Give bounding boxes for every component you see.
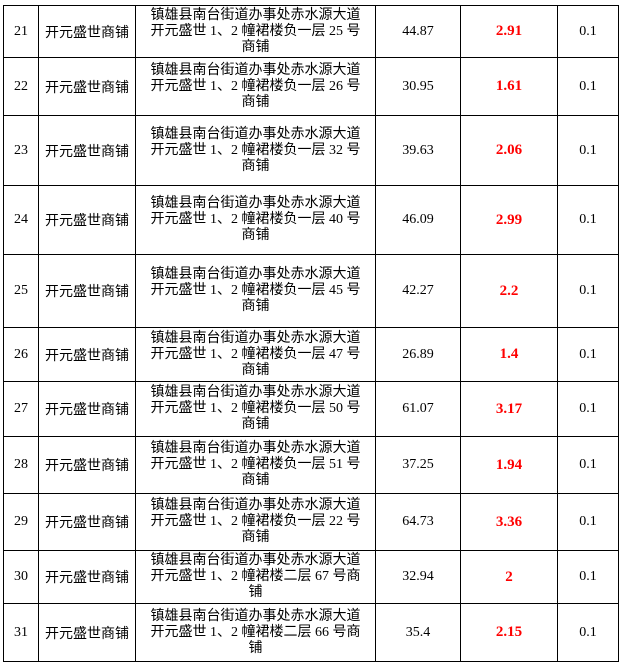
cell-shop-name: 开元盛世商铺 <box>38 57 136 116</box>
cell-rate: 0.1 <box>557 550 619 604</box>
cell-rate: 0.1 <box>557 436 619 494</box>
table-row: 25 开元盛世商铺 镇雄县南台街道办事处赤水源大道开元盛世 1、2 幢裙楼负一层… <box>3 254 619 328</box>
cell-area: 39.63 <box>375 115 461 186</box>
cell-address: 镇雄县南台街道办事处赤水源大道开元盛世 1、2 幢裙楼负一层 51 号商铺 <box>135 436 376 494</box>
cell-address: 镇雄县南台街道办事处赤水源大道开元盛世 1、2 幢裙楼负一层 22 号商铺 <box>135 493 376 551</box>
cell-shop-name: 开元盛世商铺 <box>38 550 136 604</box>
cell-row-number: 30 <box>3 550 39 604</box>
cell-address: 镇雄县南台街道办事处赤水源大道开元盛世 1、2 幢裙楼负一层 47 号商铺 <box>135 327 376 382</box>
table-row: 24 开元盛世商铺 镇雄县南台街道办事处赤水源大道开元盛世 1、2 幢裙楼负一层… <box>3 185 619 255</box>
cell-row-number: 24 <box>3 185 39 255</box>
table-row: 28 开元盛世商铺 镇雄县南台街道办事处赤水源大道开元盛世 1、2 幢裙楼负一层… <box>3 436 619 494</box>
cell-rate: 0.1 <box>557 254 619 328</box>
cell-rate: 0.1 <box>557 493 619 551</box>
cell-row-number: 28 <box>3 436 39 494</box>
table-row: 29 开元盛世商铺 镇雄县南台街道办事处赤水源大道开元盛世 1、2 幢裙楼负一层… <box>3 493 619 551</box>
cell-value-red: 3.36 <box>460 493 558 551</box>
cell-value-red: 2.91 <box>460 5 558 58</box>
cell-area: 37.25 <box>375 436 461 494</box>
cell-shop-name: 开元盛世商铺 <box>38 603 136 662</box>
cell-value-red: 2.15 <box>460 603 558 662</box>
cell-rate: 0.1 <box>557 5 619 58</box>
cell-area: 26.89 <box>375 327 461 382</box>
table-row: 22 开元盛世商铺 镇雄县南台街道办事处赤水源大道开元盛世 1、2 幢裙楼负一层… <box>3 57 619 116</box>
cell-row-number: 29 <box>3 493 39 551</box>
cell-area: 61.07 <box>375 381 461 437</box>
cell-address: 镇雄县南台街道办事处赤水源大道开元盛世 1、2 幢裙楼负一层 32 号商铺 <box>135 115 376 186</box>
document-sheet: 21 开元盛世商铺 镇雄县南台街道办事处赤水源大道开元盛世 1、2 幢裙楼负一层… <box>3 5 619 662</box>
cell-shop-name: 开元盛世商铺 <box>38 5 136 58</box>
cell-shop-name: 开元盛世商铺 <box>38 185 136 255</box>
cell-shop-name: 开元盛世商铺 <box>38 327 136 382</box>
cell-rate: 0.1 <box>557 57 619 116</box>
cell-shop-name: 开元盛世商铺 <box>38 436 136 494</box>
cell-row-number: 23 <box>3 115 39 186</box>
cell-address: 镇雄县南台街道办事处赤水源大道开元盛世 1、2 幢裙楼二层 66 号商铺 <box>135 603 376 662</box>
cell-rate: 0.1 <box>557 115 619 186</box>
cell-shop-name: 开元盛世商铺 <box>38 254 136 328</box>
cell-value-red: 2 <box>460 550 558 604</box>
cell-address: 镇雄县南台街道办事处赤水源大道开元盛世 1、2 幢裙楼负一层 50 号商铺 <box>135 381 376 437</box>
cell-row-number: 21 <box>3 5 39 58</box>
cell-value-red: 1.4 <box>460 327 558 382</box>
cell-value-red: 2.2 <box>460 254 558 328</box>
table-row: 27 开元盛世商铺 镇雄县南台街道办事处赤水源大道开元盛世 1、2 幢裙楼负一层… <box>3 381 619 437</box>
cell-rate: 0.1 <box>557 185 619 255</box>
cell-area: 32.94 <box>375 550 461 604</box>
cell-area: 30.95 <box>375 57 461 116</box>
cell-rate: 0.1 <box>557 327 619 382</box>
table-row: 26 开元盛世商铺 镇雄县南台街道办事处赤水源大道开元盛世 1、2 幢裙楼负一层… <box>3 327 619 382</box>
cell-address: 镇雄县南台街道办事处赤水源大道开元盛世 1、2 幢裙楼二层 67 号商铺 <box>135 550 376 604</box>
cell-row-number: 26 <box>3 327 39 382</box>
cell-area: 35.4 <box>375 603 461 662</box>
cell-row-number: 25 <box>3 254 39 328</box>
table-row: 23 开元盛世商铺 镇雄县南台街道办事处赤水源大道开元盛世 1、2 幢裙楼负一层… <box>3 115 619 186</box>
shops-table: 21 开元盛世商铺 镇雄县南台街道办事处赤水源大道开元盛世 1、2 幢裙楼负一层… <box>3 5 619 662</box>
cell-area: 44.87 <box>375 5 461 58</box>
cell-address: 镇雄县南台街道办事处赤水源大道开元盛世 1、2 幢裙楼负一层 26 号商铺 <box>135 57 376 116</box>
cell-value-red: 2.06 <box>460 115 558 186</box>
cell-area: 46.09 <box>375 185 461 255</box>
cell-value-red: 3.17 <box>460 381 558 437</box>
cell-row-number: 22 <box>3 57 39 116</box>
cell-row-number: 31 <box>3 603 39 662</box>
cell-shop-name: 开元盛世商铺 <box>38 493 136 551</box>
table-row: 31 开元盛世商铺 镇雄县南台街道办事处赤水源大道开元盛世 1、2 幢裙楼二层 … <box>3 603 619 662</box>
shops-table-body: 21 开元盛世商铺 镇雄县南台街道办事处赤水源大道开元盛世 1、2 幢裙楼负一层… <box>3 5 619 662</box>
cell-value-red: 1.94 <box>460 436 558 494</box>
cell-shop-name: 开元盛世商铺 <box>38 115 136 186</box>
cell-value-red: 1.61 <box>460 57 558 116</box>
cell-value-red: 2.99 <box>460 185 558 255</box>
table-row: 21 开元盛世商铺 镇雄县南台街道办事处赤水源大道开元盛世 1、2 幢裙楼负一层… <box>3 5 619 58</box>
cell-area: 64.73 <box>375 493 461 551</box>
cell-address: 镇雄县南台街道办事处赤水源大道开元盛世 1、2 幢裙楼负一层 45 号商铺 <box>135 254 376 328</box>
cell-rate: 0.1 <box>557 381 619 437</box>
cell-address: 镇雄县南台街道办事处赤水源大道开元盛世 1、2 幢裙楼负一层 40 号商铺 <box>135 185 376 255</box>
table-row: 30 开元盛世商铺 镇雄县南台街道办事处赤水源大道开元盛世 1、2 幢裙楼二层 … <box>3 550 619 604</box>
cell-row-number: 27 <box>3 381 39 437</box>
cell-rate: 0.1 <box>557 603 619 662</box>
cell-shop-name: 开元盛世商铺 <box>38 381 136 437</box>
cell-area: 42.27 <box>375 254 461 328</box>
cell-address: 镇雄县南台街道办事处赤水源大道开元盛世 1、2 幢裙楼负一层 25 号商铺 <box>135 5 376 58</box>
